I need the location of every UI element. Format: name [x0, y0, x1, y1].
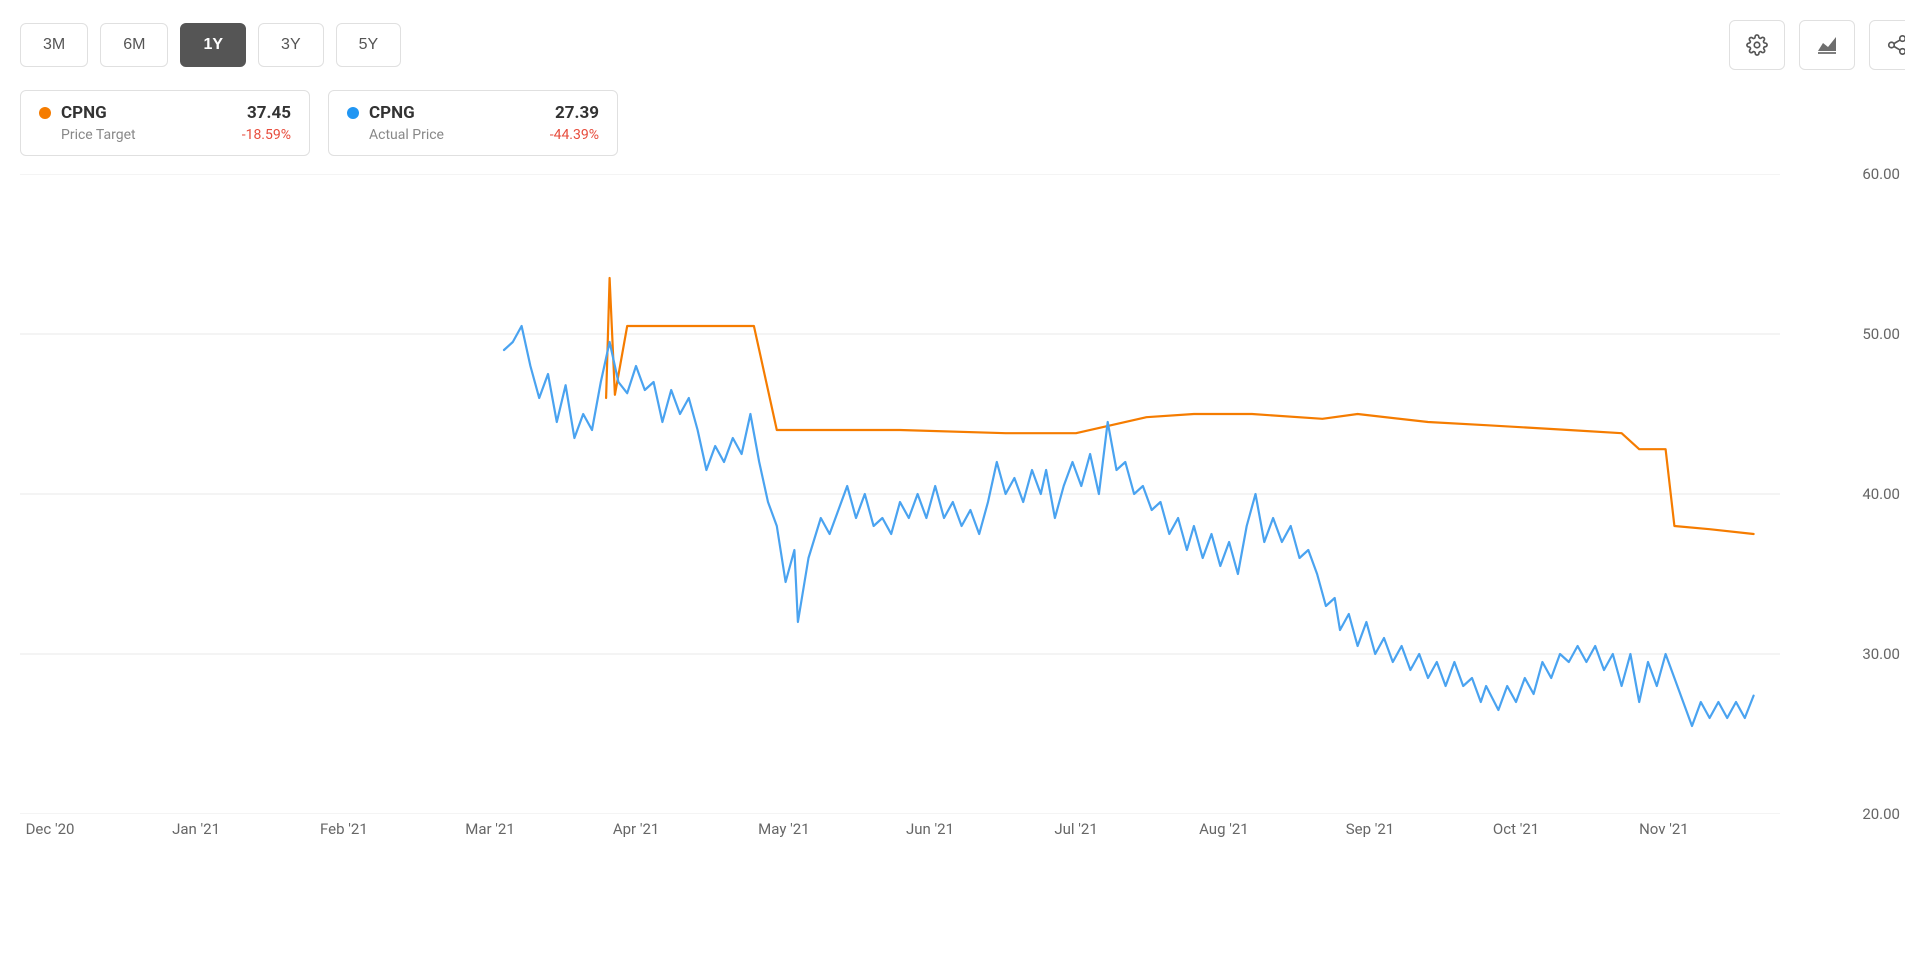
x-tick-label: Mar '21 [465, 820, 515, 838]
range-button-3y[interactable]: 3Y [258, 23, 324, 67]
range-button-3m[interactable]: 3M [20, 23, 88, 67]
legend-change: -44.39% [550, 127, 599, 143]
x-tick-label: Jan '21 [172, 820, 220, 838]
legend-value: 27.39 [555, 103, 599, 123]
x-tick-label: Jul '21 [1054, 820, 1097, 838]
x-tick-label: Aug '21 [1199, 820, 1249, 838]
legend-dot-icon [39, 107, 51, 119]
y-tick-label: 60.00 [1862, 165, 1900, 183]
y-tick-label: 30.00 [1862, 645, 1900, 663]
x-tick-label: Feb '21 [320, 820, 368, 838]
x-tick-label: Apr '21 [613, 820, 660, 838]
legend-card-1[interactable]: CPNG Actual Price 27.39 -44.39% [328, 90, 618, 156]
x-tick-label: May '21 [758, 820, 809, 838]
legend-dot-icon [347, 107, 359, 119]
range-button-1y[interactable]: 1Y [180, 23, 246, 67]
legend-ticker: CPNG [369, 103, 415, 123]
x-tick-label: Dec '20 [26, 820, 75, 838]
range-button-group: 3M 6M 1Y 3Y 5Y [20, 23, 401, 67]
range-button-6m[interactable]: 6M [100, 23, 168, 67]
chart-type-button[interactable] [1799, 20, 1855, 70]
price-chart [20, 174, 1840, 814]
share-icon [1886, 34, 1905, 56]
legend-card-0[interactable]: CPNG Price Target 37.45 -18.59% [20, 90, 310, 156]
chart-icon [1815, 33, 1839, 57]
chart-container: 20.0030.0040.0050.0060.00 Dec '20Jan '21… [20, 174, 1905, 850]
y-tick-label: 40.00 [1862, 485, 1900, 503]
x-tick-label: Oct '21 [1493, 820, 1539, 838]
action-button-group [1729, 20, 1905, 70]
x-tick-label: Jun '21 [906, 820, 954, 838]
toolbar: 3M 6M 1Y 3Y 5Y [20, 20, 1905, 70]
legend: CPNG Price Target 37.45 -18.59% CPNG Act… [20, 90, 1905, 156]
legend-value: 37.45 [247, 103, 291, 123]
legend-subtitle: Actual Price [369, 127, 444, 143]
gear-icon [1746, 34, 1768, 56]
settings-button[interactable] [1729, 20, 1785, 70]
legend-change: -18.59% [242, 127, 291, 143]
legend-ticker: CPNG [61, 103, 107, 123]
y-tick-label: 50.00 [1862, 325, 1900, 343]
x-axis-labels: Dec '20 Jan '21 Feb '21 Mar '21 Apr '21 May '… [20, 820, 1780, 850]
y-axis-labels: 20.0030.0040.0050.0060.00 [1840, 174, 1900, 814]
x-tick-label: Sep '21 [1346, 820, 1395, 838]
range-button-5y[interactable]: 5Y [336, 23, 402, 67]
share-button[interactable] [1869, 20, 1905, 70]
legend-subtitle: Price Target [61, 127, 136, 143]
x-tick-label: Nov '21 [1639, 820, 1689, 838]
y-tick-label: 20.00 [1862, 805, 1900, 823]
